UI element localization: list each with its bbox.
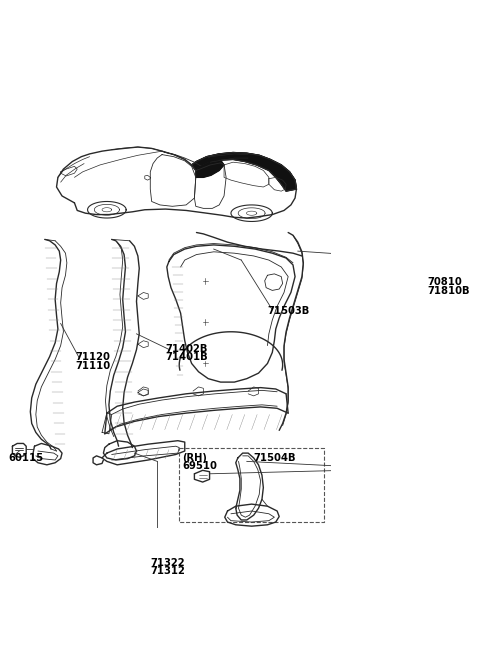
Text: 60115: 60115 [8,453,43,463]
Text: 71504B: 71504B [254,453,296,463]
Text: 71402B: 71402B [166,344,208,354]
Text: 71120: 71120 [76,352,111,363]
Text: 71312: 71312 [150,566,185,576]
Polygon shape [196,160,224,177]
Polygon shape [192,153,297,191]
Text: 70810: 70810 [427,277,462,287]
Text: 71810B: 71810B [427,285,470,296]
Text: (RH): (RH) [182,453,207,463]
Text: 71110: 71110 [76,361,111,371]
Text: 69510: 69510 [182,461,217,472]
Text: 71503B: 71503B [267,306,310,316]
Text: 71401B: 71401B [166,352,208,363]
Text: 71322: 71322 [150,558,185,568]
